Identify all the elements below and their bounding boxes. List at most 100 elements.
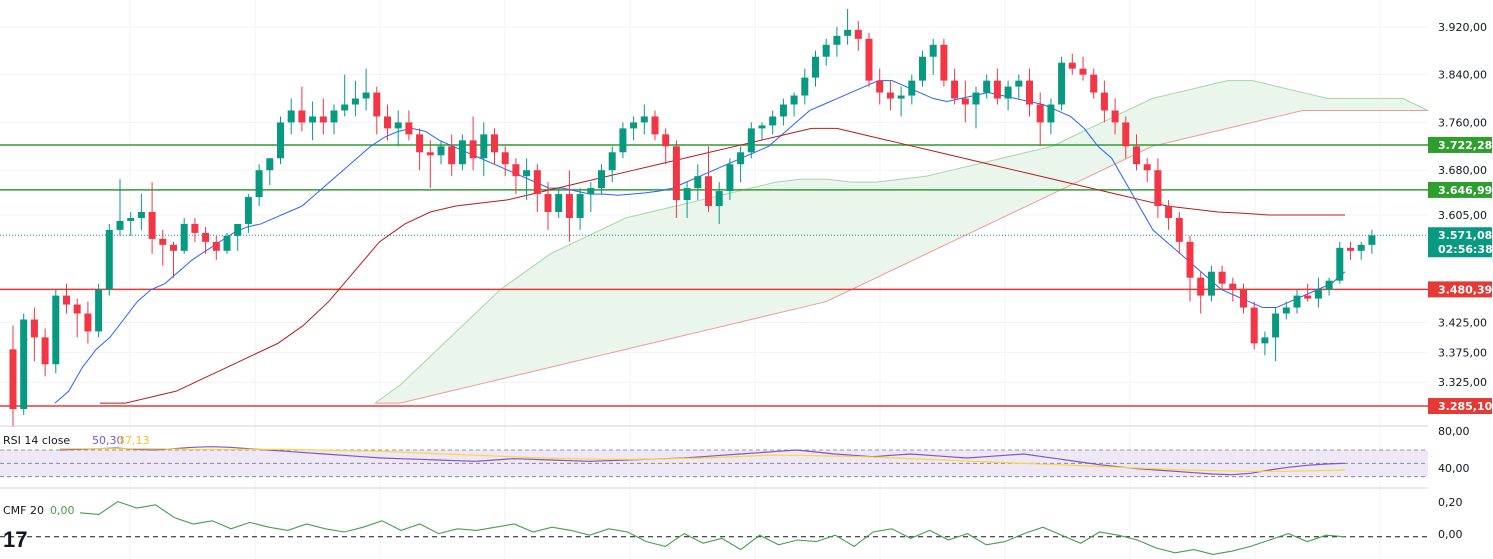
price-axis-label: 3.840,00 — [1438, 69, 1487, 82]
cmf-axis-zero: 0,00 — [1438, 528, 1463, 541]
candle-down — [1143, 164, 1151, 171]
level-tag-label: 3.722,28 — [1438, 139, 1492, 152]
candlestick-series — [9, 8, 1376, 427]
candle-up — [223, 235, 231, 251]
candle-down — [1036, 104, 1044, 123]
candle-down — [533, 170, 541, 195]
candle-up — [523, 170, 531, 177]
candle-up — [105, 229, 113, 290]
candle-down — [501, 152, 509, 165]
candle-up — [287, 110, 295, 123]
candle-up — [587, 188, 595, 195]
cmf-axis-top: 0,20 — [1438, 496, 1463, 509]
candle-up — [1004, 86, 1012, 99]
candle-down — [373, 92, 381, 117]
price-axis-label: 3.605,00 — [1438, 209, 1487, 222]
candle-down — [405, 122, 413, 135]
candle-up — [790, 95, 798, 105]
candle-down — [1304, 295, 1312, 299]
candle-down — [1122, 122, 1130, 147]
level-tag-label: 3.285,10 — [1438, 400, 1493, 413]
candle-up — [1325, 280, 1333, 290]
candle-down — [1111, 110, 1119, 123]
cmf-line — [79, 500, 1346, 555]
candle-up — [309, 116, 317, 123]
price-axis-label: 3.920,00 — [1438, 21, 1487, 34]
candle-down — [1100, 92, 1108, 111]
tradingview-logo[interactable]: 17 — [3, 527, 27, 552]
cloud-fill — [375, 80, 1428, 404]
candle-up — [1314, 289, 1322, 299]
candle-up — [822, 44, 830, 57]
candle-down — [212, 241, 220, 251]
candle-down — [298, 110, 306, 123]
candle-up — [116, 220, 124, 230]
candle-up — [127, 217, 135, 221]
kijun-sen — [100, 127, 1345, 404]
rsi-ma-legend-value: 37,13 — [118, 434, 150, 447]
candle-down — [73, 304, 81, 314]
candle-down — [1347, 247, 1354, 251]
candle-down — [148, 212, 156, 239]
price-axis-label: 3.760,00 — [1438, 116, 1487, 129]
candle-up — [137, 212, 145, 218]
candle-up — [95, 289, 103, 332]
level-tag — [1428, 398, 1492, 415]
level-tag — [1428, 281, 1492, 298]
candle-up — [1336, 247, 1344, 281]
candle-down — [63, 295, 70, 305]
candle-down — [202, 232, 210, 242]
cmf-legend-value: 0,00 — [50, 504, 75, 517]
candle-up — [812, 56, 819, 78]
candle-up — [1261, 337, 1269, 344]
candle-up — [747, 128, 755, 153]
candle-up — [715, 191, 723, 207]
candle-up — [255, 170, 263, 198]
price-axis-label: 3.680,00 — [1438, 164, 1487, 177]
candle-up — [726, 164, 734, 192]
candle-down — [1229, 283, 1237, 290]
candle-down — [448, 146, 456, 165]
candle-down — [1026, 80, 1033, 105]
candle-down — [1250, 307, 1258, 344]
candle-up — [1272, 313, 1280, 338]
candle-up — [801, 77, 809, 96]
candle-up — [330, 110, 338, 123]
candle-down — [1175, 217, 1183, 242]
candle-down — [1133, 146, 1140, 165]
candle-down — [9, 349, 17, 410]
rsi-pane[interactable] — [0, 425, 1428, 478]
candle-up — [779, 104, 787, 117]
candle-up — [608, 152, 616, 171]
candle-up — [52, 295, 60, 365]
rsi-ma-line — [60, 448, 1346, 472]
candle-up — [919, 56, 926, 81]
cmf-pane[interactable] — [0, 487, 1428, 555]
current-price-tag — [1428, 227, 1492, 258]
candle-down — [469, 140, 477, 159]
candle-down — [512, 164, 520, 177]
candle-up — [1293, 295, 1301, 308]
candle-up — [341, 104, 349, 111]
ichimoku-cloud — [374, 80, 1429, 404]
candle-down — [651, 116, 659, 135]
candle-down — [662, 134, 670, 147]
candle-down — [1079, 68, 1087, 75]
candle-down — [1068, 62, 1076, 69]
candle-up — [640, 116, 648, 123]
candle-up — [844, 29, 852, 36]
candle-down — [1218, 271, 1226, 284]
rsi-legend-name: RSI 14 close — [3, 434, 70, 447]
candle-up — [694, 176, 702, 189]
price-axis[interactable]: 3.920,00 3.840,00 3.760,00 3.680,00 3.605,00… — [1438, 21, 1487, 389]
candle-up — [683, 188, 691, 201]
candle-down — [191, 223, 199, 233]
candle-up — [362, 92, 370, 99]
price-axis-label: 3.375,00 — [1438, 346, 1487, 359]
cmf-legend-name: CMF 20 — [3, 504, 44, 517]
candle-down — [993, 80, 1001, 99]
candle-up — [480, 134, 488, 159]
candle-up — [234, 223, 242, 236]
